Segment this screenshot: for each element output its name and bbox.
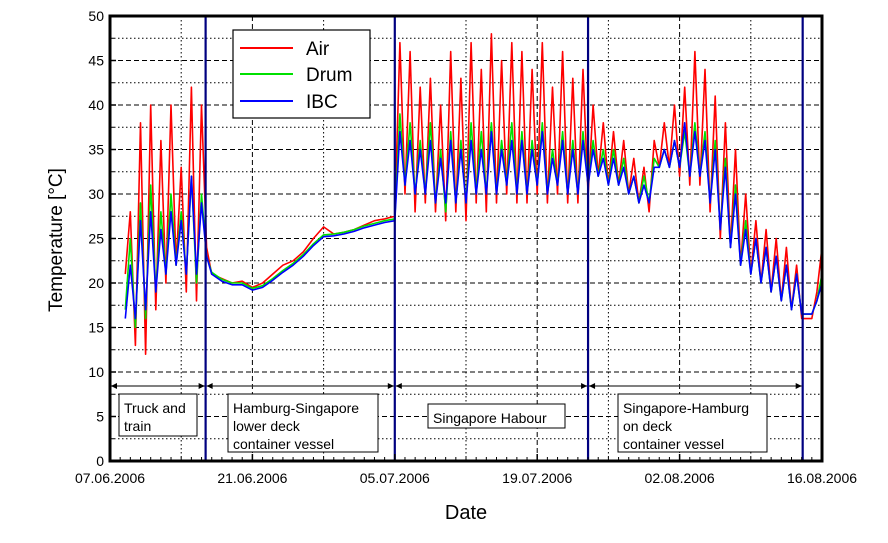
y-axis-label: Temperature [°C] [46,168,67,312]
phase-annotations: Truck and train Hamburg-Singapore lower dec… [111,16,804,461]
y-tick-label: 40 [88,97,104,113]
y-tick-label: 25 [88,231,104,247]
legend-label-drum: Drum [306,65,352,86]
x-tick-label: 07.06.2006 [75,470,145,486]
arrowhead-right-icon [795,383,802,389]
phase-label-box [118,393,198,437]
y-tick-label: 0 [96,453,104,469]
arrowhead-left-icon [395,383,402,389]
y-tick-label: 5 [96,409,104,425]
arrowhead-left-icon [111,383,117,389]
legend-label-ibc: IBC [306,92,338,113]
phase-label-box [427,403,566,429]
x-tick-label: 05.07.2006 [360,470,430,486]
y-tick-label: 10 [88,364,104,380]
phase-label-box [617,393,768,453]
phase-label: container vessel [233,436,334,452]
x-tick-label: 16.08.2006 [787,470,857,486]
arrowhead-right-icon [198,383,205,389]
arrowhead-left-icon [206,383,213,389]
arrowhead-right-icon [387,383,394,389]
y-tick-label: 15 [88,320,104,336]
y-tick-label: 20 [88,275,104,291]
legend: Air Drum IBC [232,29,371,119]
phase-label: Hamburg-Singapore [233,400,359,416]
arrowhead-left-icon [589,383,596,389]
y-tick-label: 35 [88,142,104,158]
phase-label: on deck [623,418,673,434]
phase-label: Singapore-Hamburg [623,400,749,416]
phase-label: Truck and [124,400,186,416]
phase-label-box [227,393,379,453]
y-tick-label: 45 [88,53,104,69]
legend-label-air: Air [306,39,330,60]
x-tick-label: 21.06.2006 [217,470,287,486]
phase-label: lower deck [233,418,301,434]
series-line-air [124,32,823,356]
series-lines [124,32,823,356]
y-tick-label: 50 [88,8,104,24]
x-tick-label: 02.08.2006 [645,470,715,486]
x-axis-label: Date [445,502,487,524]
x-tick-label: 19.07.2006 [502,470,572,486]
series-line-ibc [124,122,823,320]
phase-label: Singapore Habour [433,410,547,426]
y-tick-label: 30 [88,186,104,202]
arrowhead-right-icon [581,383,588,389]
axis-ticks: 0 5 10 15 20 25 30 35 40 45 50 07.06.2006 21.06.2006… [75,8,857,486]
phase-label: container vessel [623,436,724,452]
phase-label: train [124,418,151,434]
